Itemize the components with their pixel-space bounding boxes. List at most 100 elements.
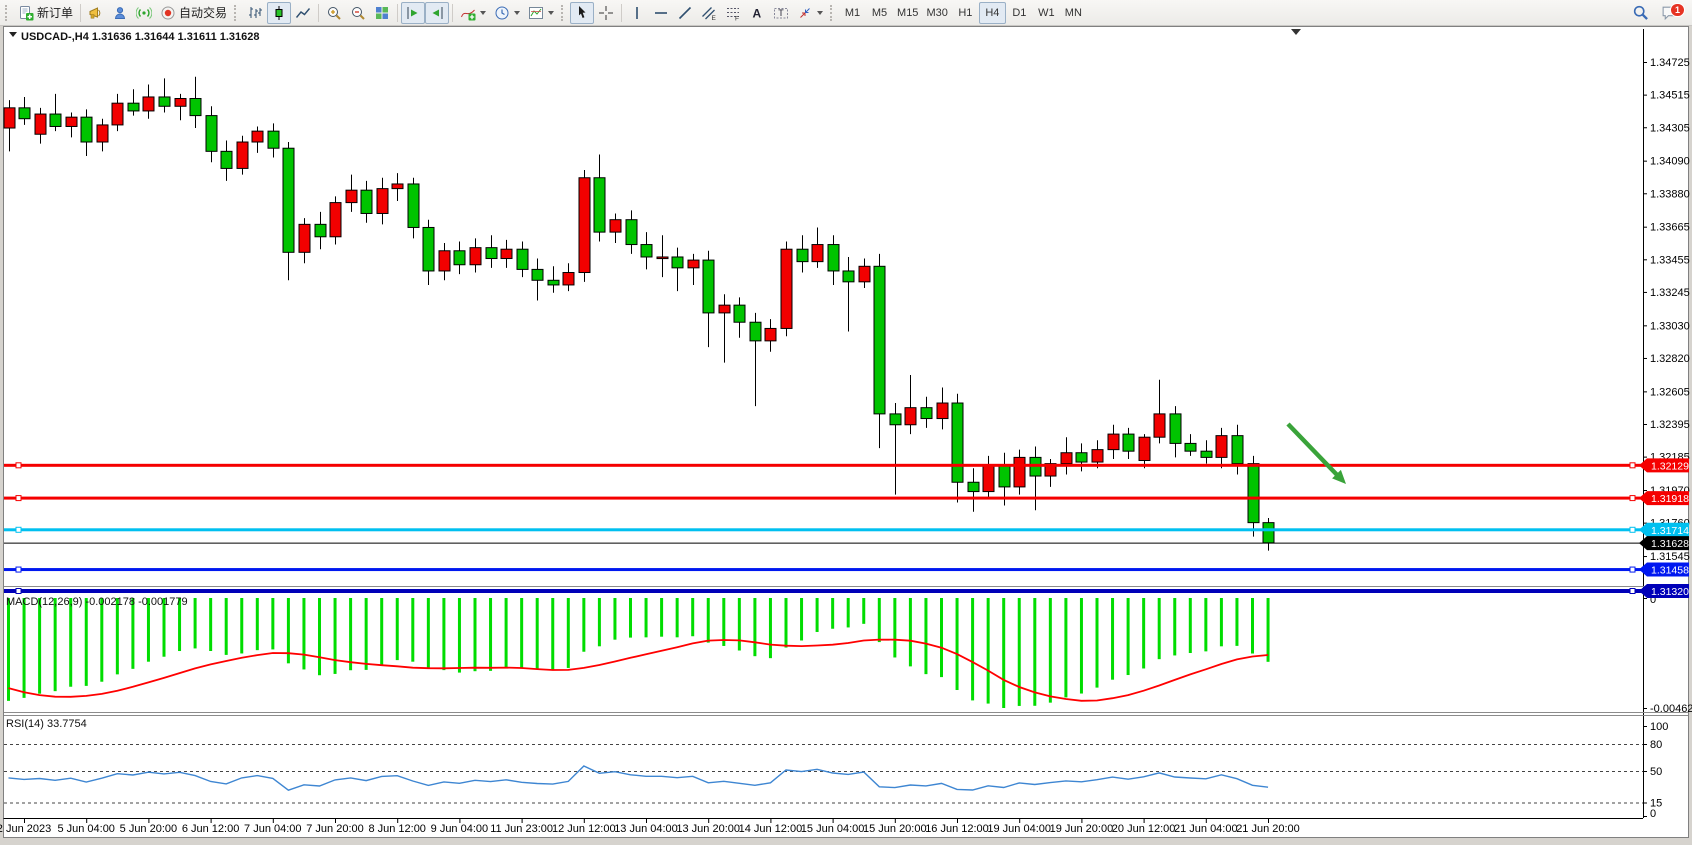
svg-text:1.32129: 1.32129	[1651, 460, 1689, 472]
separator	[452, 3, 454, 22]
toolbar: 新订单 自动交易 E F A T	[0, 0, 1692, 26]
svg-text:T: T	[778, 8, 784, 18]
autoscroll-icon	[407, 6, 418, 19]
chart-collapse-icon[interactable]	[9, 32, 17, 37]
new-order-icon	[20, 5, 34, 20]
chart-shift-button[interactable]	[425, 1, 450, 24]
svg-text:1.31628: 1.31628	[1651, 538, 1689, 550]
toolbar-grip	[234, 4, 239, 21]
svg-text:A: A	[753, 6, 762, 20]
svg-text:F: F	[735, 15, 739, 21]
dropdown-caret	[514, 10, 521, 15]
dropdown-caret	[480, 10, 487, 15]
crosshair-button[interactable]	[594, 2, 618, 24]
text-icon: A	[753, 6, 762, 20]
indicators-button[interactable]	[456, 2, 490, 24]
chart-title: USDCAD-,H4 1.31636 1.31644 1.31611 1.316…	[21, 31, 260, 43]
bar-chart-button[interactable]	[243, 2, 267, 24]
autoscroll-button[interactable]	[401, 1, 426, 24]
svg-text:50: 50	[1650, 766, 1662, 778]
svg-text:8 Jun 12:00: 8 Jun 12:00	[368, 823, 426, 835]
timeframe-h4[interactable]: H4	[978, 1, 1006, 24]
equidistant-channel-icon: E	[702, 6, 717, 21]
svg-text:6 Jun 12:00: 6 Jun 12:00	[182, 823, 240, 835]
signals-button[interactable]	[132, 2, 156, 24]
timeframe-h1[interactable]: H1	[952, 2, 979, 24]
rsi-label: RSI(14) 33.7754	[6, 718, 87, 730]
text-label-button[interactable]: T	[769, 2, 793, 24]
candlestick-icon	[275, 5, 283, 20]
chart-canvas[interactable]: 1.34725 1.34515 1.34305 1.34090 1.33880 1.336…	[0, 26, 1692, 845]
shapes-button[interactable]	[793, 2, 827, 24]
svg-text:1.32395: 1.32395	[1650, 419, 1690, 431]
timeframe-m1[interactable]: M1	[839, 2, 866, 24]
timeframe-w1[interactable]: W1	[1033, 2, 1060, 24]
trendline-icon	[678, 6, 692, 19]
svg-text:5 Jun 20:00: 5 Jun 20:00	[120, 823, 178, 835]
timeframe-m5[interactable]: M5	[866, 2, 893, 24]
person-icon	[115, 6, 126, 19]
svg-text:1.34725: 1.34725	[1650, 57, 1690, 69]
macd-label: MACD(12,26,9) -0.002178 -0.001779	[6, 596, 188, 608]
price-axis[interactable]	[1644, 26, 1692, 818]
svg-text:1.31918: 1.31918	[1651, 493, 1689, 505]
templates-button[interactable]	[524, 2, 558, 24]
svg-text:100: 100	[1650, 721, 1668, 733]
zoom-in-icon	[328, 6, 341, 20]
crosshair-icon	[599, 5, 614, 20]
time-axis[interactable]	[4, 819, 1643, 841]
horizontal-line-button[interactable]	[649, 2, 673, 24]
horizontal-line-icon	[655, 11, 668, 14]
search-button[interactable]	[1628, 2, 1653, 24]
separator	[80, 3, 82, 22]
svg-text:20 Jun 12:00: 20 Jun 12:00	[1112, 823, 1176, 835]
tile-windows-icon	[376, 6, 389, 19]
svg-text:13 Jun 04:00: 13 Jun 04:00	[614, 823, 678, 835]
svg-text:5 Jun 04:00: 5 Jun 04:00	[57, 823, 115, 835]
chart-window: 1.34725 1.34515 1.34305 1.34090 1.33880 1.336…	[0, 26, 1692, 845]
alerts-button[interactable]	[84, 2, 108, 24]
periods-button[interactable]	[490, 2, 524, 24]
cursor-button[interactable]	[570, 1, 595, 24]
candlestick-chart-button[interactable]	[267, 1, 292, 24]
svg-text:1.31714: 1.31714	[1651, 525, 1689, 537]
timeframe-m30[interactable]: M30	[922, 2, 951, 24]
autotrade-button[interactable]: 自动交易	[156, 2, 231, 24]
arrows-shapes-icon	[800, 7, 810, 18]
template-icon	[529, 6, 544, 19]
notifications-button[interactable]: 1	[1657, 2, 1685, 24]
line-chart-button[interactable]	[291, 2, 315, 24]
autotrade-icon	[161, 6, 175, 19]
fibonacci-button[interactable]: F	[721, 2, 745, 24]
svg-text:1.33665: 1.33665	[1650, 222, 1690, 234]
timeframe-d1[interactable]: D1	[1006, 2, 1033, 24]
new-order-button[interactable]: 新订单	[14, 2, 77, 24]
zoom-out-icon	[352, 6, 365, 20]
timeframe-m15[interactable]: M15	[893, 2, 922, 24]
zoom-out-button[interactable]	[346, 2, 370, 24]
chart-shift-icon	[432, 6, 443, 19]
timeframe-mn[interactable]: MN	[1060, 2, 1087, 24]
svg-text:9 Jun 04:00: 9 Jun 04:00	[431, 823, 489, 835]
channel-button[interactable]: E	[697, 2, 721, 24]
line-chart-icon	[295, 7, 311, 18]
svg-text:21 Jun 04:00: 21 Jun 04:00	[1174, 823, 1238, 835]
svg-text:0: 0	[1650, 808, 1656, 820]
separator	[621, 3, 623, 22]
profile-button[interactable]	[108, 2, 132, 24]
fibonacci-icon: F	[727, 7, 740, 21]
toolbar-grip	[5, 4, 10, 21]
svg-text:13 Jun 20:00: 13 Jun 20:00	[676, 823, 740, 835]
svg-text:15: 15	[1650, 798, 1662, 810]
text-button[interactable]: A	[745, 2, 769, 24]
toolbar-grip	[830, 4, 835, 21]
vertical-line-button[interactable]	[625, 2, 649, 24]
zoom-in-button[interactable]	[322, 2, 346, 24]
svg-text:7 Jun 20:00: 7 Jun 20:00	[306, 823, 364, 835]
tile-windows-button[interactable]	[370, 2, 394, 24]
cursor-icon	[579, 5, 586, 18]
trendline-button[interactable]	[673, 2, 697, 24]
signal-icon	[136, 6, 153, 19]
svg-text:14 Jun 12:00: 14 Jun 12:00	[739, 823, 803, 835]
svg-text:1.33455: 1.33455	[1650, 254, 1690, 266]
